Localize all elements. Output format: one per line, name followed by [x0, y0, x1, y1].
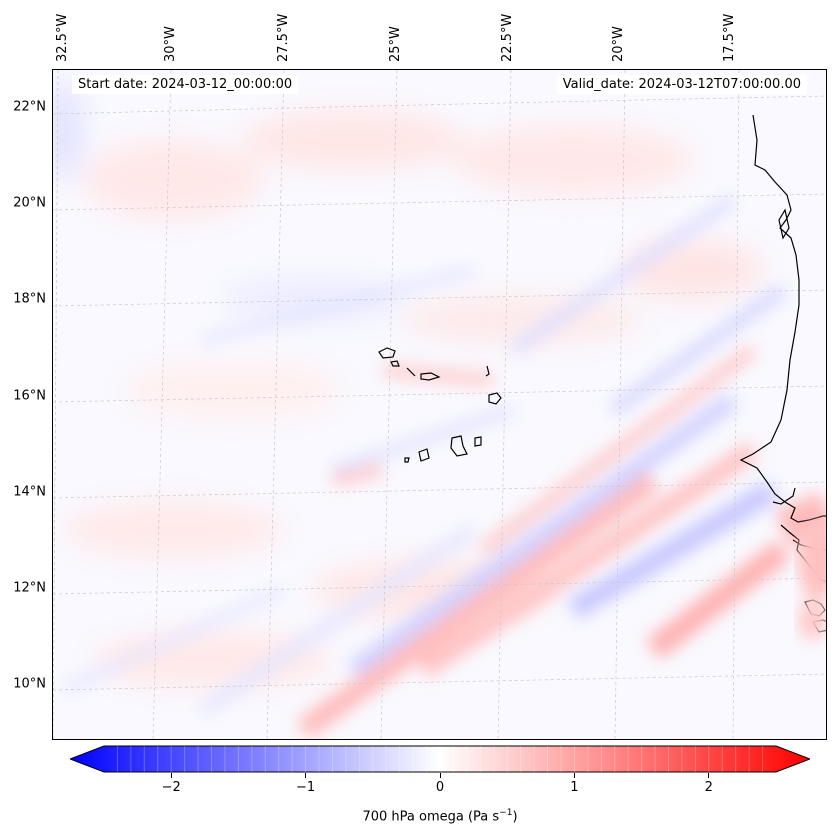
lon-label-30w: 30°W: [163, 26, 178, 62]
colorbar-tick-mark: [170, 773, 172, 778]
omega-field: [53, 70, 826, 739]
colorbar-tick-label: 1: [570, 780, 579, 795]
lat-label-22n: 22°N: [13, 99, 46, 115]
lon-label-17-5w: 17.5°W: [722, 13, 737, 62]
lon-label-22-5w: 22.5°W: [500, 13, 515, 62]
colorbar-tick-mark: [708, 773, 710, 778]
valid-date-label: Valid_date: 2024-03-12T07:00:00.00: [556, 75, 807, 94]
lon-label-20w: 20°W: [611, 26, 626, 62]
colorbar-svg: [68, 745, 812, 773]
coastal-land-shading: [798, 520, 826, 640]
lat-label-18n: 18°N: [13, 291, 46, 307]
lat-label-14n: 14°N: [13, 484, 46, 500]
lat-label-10n: 10°N: [13, 676, 46, 692]
colorbar-tick-label: −1: [296, 780, 316, 795]
colorbar-tick-label: 2: [704, 780, 713, 795]
lat-label-16n: 16°N: [13, 388, 46, 404]
omega-streaks: [60, 195, 826, 739]
map-panel: [52, 69, 827, 740]
colorbar-label: 700 hPa omega (Pa s−1): [362, 808, 518, 825]
lat-label-20n: 20°N: [13, 195, 46, 211]
lat-label-12n: 12°N: [13, 580, 46, 596]
cape-verde-islands: [378, 347, 502, 463]
colorbar-tick-label: 0: [435, 780, 445, 795]
colorbar-tick-mark: [305, 773, 307, 778]
lon-label-25w: 25°W: [388, 26, 403, 62]
start-date-label: Start date: 2024-03-12_00:00:00: [72, 75, 299, 94]
colorbar-tick-mark: [439, 773, 441, 778]
colorbar-tick-label: −2: [161, 780, 181, 795]
lon-label-32-5w: 32.5°W: [55, 13, 70, 62]
lon-label-27-5w: 27.5°W: [276, 13, 291, 62]
colorbar: [68, 745, 812, 773]
colorbar-tick-mark: [573, 773, 575, 778]
graticule: [53, 70, 826, 739]
